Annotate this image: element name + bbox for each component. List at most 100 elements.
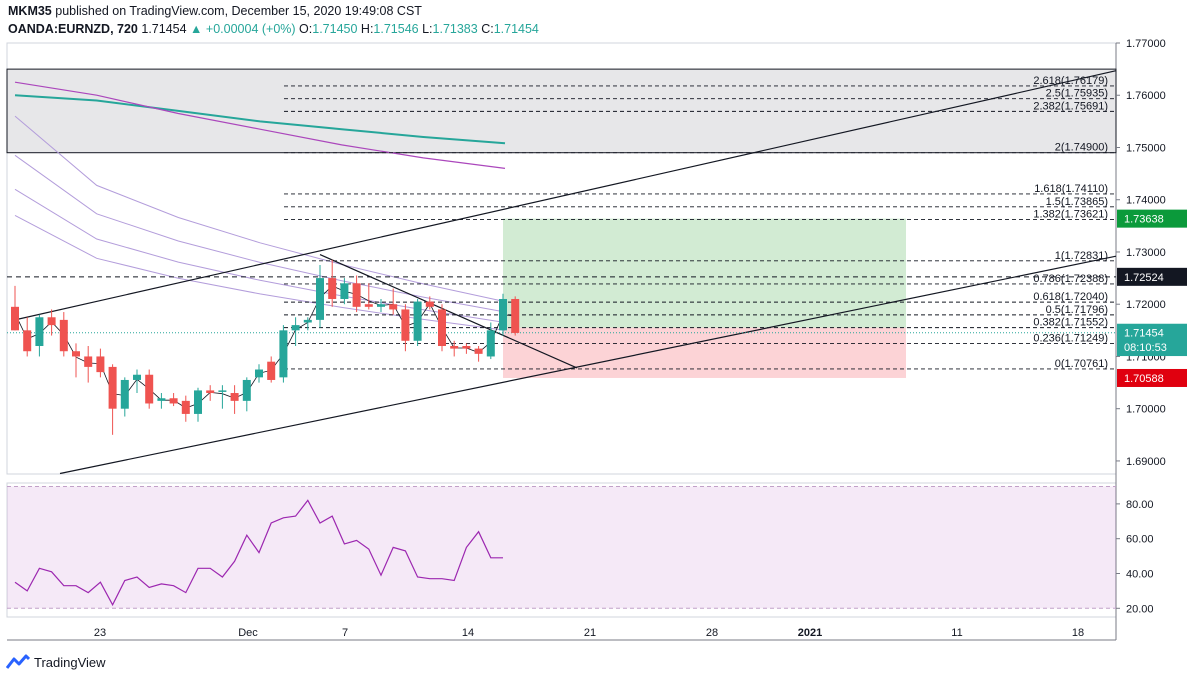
price-badge-label: 1.70588	[1124, 373, 1164, 385]
price-tick-label: 1.70000	[1126, 404, 1166, 416]
candle-up	[255, 369, 263, 378]
last-price-label: 1.71454	[141, 22, 187, 36]
downtrend-line	[319, 254, 578, 369]
candle-down	[72, 351, 80, 357]
candle-down	[169, 398, 178, 404]
candle-down	[108, 366, 117, 409]
rsi-band	[7, 486, 1116, 609]
resistance-zone	[6, 68, 1117, 154]
fib-level-label: 1.382(1.73621)	[1033, 209, 1108, 221]
position-stop-zone	[503, 327, 906, 378]
candle-down	[23, 330, 32, 352]
candle-down	[11, 306, 19, 331]
candle-up	[120, 379, 129, 409]
candle-down	[474, 348, 483, 354]
candle-down	[328, 278, 337, 299]
price-badge	[1117, 368, 1187, 387]
published-text: published on TradingView.com, December 1…	[55, 4, 422, 18]
envelope-line	[14, 115, 506, 303]
price-tick-label: 1.77000	[1126, 38, 1166, 50]
rsi-tick-label: 40.00	[1126, 568, 1154, 580]
tradingview-logo-icon	[6, 654, 30, 669]
candle-up	[499, 298, 507, 331]
fib-level-label: 2.618(1.76179)	[1033, 75, 1108, 87]
fib-level-label: 2.382(1.75691)	[1033, 100, 1108, 112]
fib-level-label: 2(1.74900)	[1055, 142, 1108, 154]
fib-level-label: 1(1.72831)	[1055, 250, 1108, 262]
candle-up	[340, 283, 349, 299]
candle-up	[303, 319, 312, 323]
candle-down	[462, 346, 471, 349]
time-tick-label: 23	[94, 627, 106, 639]
candle-down	[59, 319, 68, 352]
close-value: 1.71454	[493, 22, 539, 36]
price-badge	[1117, 267, 1187, 286]
fib-level-label: 0.5(1.71796)	[1046, 304, 1108, 316]
price-tick-label: 1.75000	[1126, 142, 1166, 154]
candle-down	[389, 304, 398, 310]
change-label: +0.00004 (+0%)	[205, 22, 296, 36]
high-value: 1.71546	[373, 22, 419, 36]
candle-up	[133, 374, 141, 380]
candle-down	[267, 361, 276, 380]
candle-down	[438, 309, 446, 347]
price-tick-label: 1.74000	[1126, 195, 1166, 207]
price-badge-label: 1.71454	[1124, 328, 1164, 340]
fib-level-label: 1.5(1.73865)	[1046, 196, 1108, 208]
open-value: 1.71450	[312, 22, 358, 36]
fib-level-label: 0(1.70761)	[1055, 358, 1108, 370]
time-tick-label: 14	[462, 627, 474, 639]
low-key: L:	[422, 22, 433, 36]
purple-moving-average	[14, 81, 506, 169]
candle-up	[377, 304, 385, 307]
upper-trend-line	[14, 70, 1117, 321]
price-badge-label: 08:10:53	[1124, 342, 1167, 354]
time-tick-label: 21	[584, 627, 596, 639]
time-tick-label: 2021	[798, 627, 822, 639]
symbol-label: OANDA:EURNZD, 720	[8, 22, 138, 36]
publish-info: MKM35 published on TradingView.com, Dece…	[8, 4, 422, 18]
candle-down	[47, 317, 56, 326]
fib-level-label: 0.236(1.71249)	[1033, 332, 1108, 344]
price-badge	[1117, 209, 1187, 228]
candle-up	[194, 390, 202, 414]
position-target-zone	[503, 218, 906, 328]
time-tick-label: 28	[706, 627, 718, 639]
candle-down	[181, 400, 190, 414]
candle-up	[157, 398, 166, 401]
fib-level-label: 2.5(1.75935)	[1046, 88, 1108, 100]
publisher-name: MKM35	[8, 4, 52, 18]
candle-down	[96, 356, 105, 373]
time-tick-label: 11	[951, 627, 962, 639]
up-arrow-icon: ▲	[190, 22, 203, 36]
rsi-line	[14, 499, 503, 607]
price-badge	[1117, 323, 1187, 342]
fib-level-label: 0.382(1.71552)	[1033, 317, 1108, 329]
candle-down	[206, 390, 215, 394]
price-badge-label: 1.73638	[1124, 214, 1164, 226]
price-badge	[1117, 338, 1187, 357]
candle-down	[364, 304, 373, 307]
time-tick-label: 18	[1072, 627, 1084, 639]
candle-up	[242, 379, 251, 401]
price-tick-label: 1.73000	[1126, 247, 1166, 259]
envelope-line	[14, 154, 506, 313]
candle-down	[401, 309, 410, 341]
open-key: O:	[299, 22, 313, 36]
time-tick-label: Dec	[238, 627, 258, 639]
rsi-tick-label: 80.00	[1126, 499, 1154, 511]
time-tick-label: 7	[342, 627, 348, 639]
lower-trend-line	[59, 255, 1117, 475]
price-tick-label: 1.76000	[1126, 90, 1166, 102]
candle-down	[84, 356, 93, 367]
tradingview-logo[interactable]: TradingView	[6, 654, 106, 670]
price-tick-label: 1.72000	[1126, 299, 1166, 311]
envelope-line	[14, 214, 506, 331]
candle-down	[230, 393, 239, 401]
candle-up	[279, 330, 288, 378]
low-value: 1.71383	[432, 22, 478, 36]
candle-up	[218, 390, 227, 392]
candle-down	[145, 374, 154, 404]
candle-up	[316, 278, 324, 320]
